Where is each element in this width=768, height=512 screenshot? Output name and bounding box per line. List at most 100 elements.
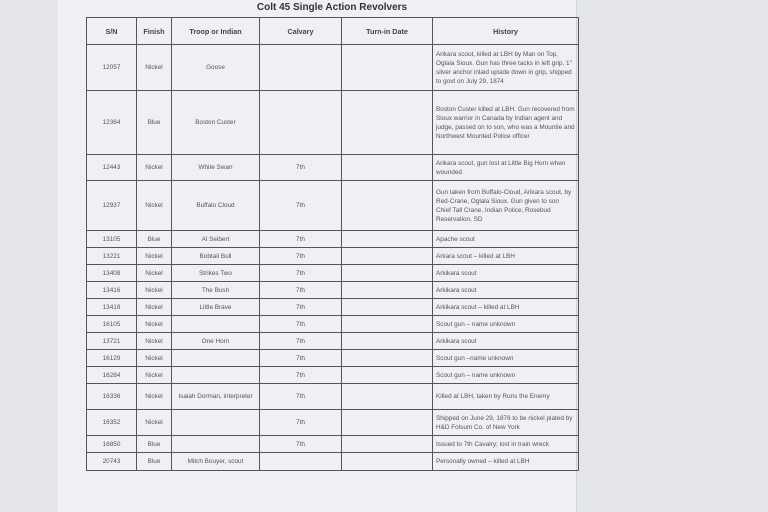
cell-turnin (341, 315, 433, 333)
column-header: History (432, 17, 579, 45)
cell-finish: Nickel (136, 281, 172, 299)
cell-sn: 12443 (86, 154, 137, 181)
cell-finish: Nickel (136, 154, 172, 181)
cell-troop: Goose (171, 44, 260, 91)
cell-turnin (341, 435, 433, 453)
cell-turnin (341, 90, 433, 155)
cell-finish: Nickel (136, 409, 172, 436)
cell-finish: Nickel (136, 180, 172, 231)
cell-calvary: 7th (259, 332, 342, 350)
cell-sn: 16105 (86, 315, 137, 333)
cell-turnin (341, 332, 433, 350)
cell-troop (171, 409, 260, 436)
cell-sn: 16284 (86, 366, 137, 384)
cell-history: Boston Custer killed at LBH. Gun recover… (432, 90, 579, 155)
cell-finish: Nickel (136, 349, 172, 367)
cell-calvary: 7th (259, 383, 342, 410)
cell-sn: 13418 (86, 298, 137, 316)
cell-turnin (341, 281, 433, 299)
cell-history: Arikara scout, gun lost at Little Big Ho… (432, 154, 579, 181)
table-row: 16336 Nickel Isaiah Dorman, interpreter 7th… (86, 383, 579, 410)
table-header: S/N Finish Troop or Indian Calvary Turn-in D… (86, 17, 579, 45)
cell-calvary: 7th (259, 409, 342, 436)
cell-sn: 13408 (86, 264, 137, 282)
cell-history: Arkikara scout (432, 264, 579, 282)
cell-calvary: 7th (259, 230, 342, 248)
cell-troop: Boston Custer (171, 90, 260, 155)
document-title: Colt 45 Single Action Revolvers (256, 2, 408, 13)
table-row: 13105 Blue Al Seibert 7th Apache scout (86, 230, 579, 248)
column-header: Calvary (259, 17, 342, 45)
cell-troop (171, 366, 260, 384)
table-row: 13221 Nickel Bobtail Bull 7th Arkara scout –… (86, 247, 579, 265)
cell-history: Apache scout (432, 230, 579, 248)
cell-troop (171, 349, 260, 367)
cell-history: Arikara scout, killed at LBH by Man on T… (432, 44, 579, 91)
cell-calvary: 7th (259, 315, 342, 333)
cell-calvary (259, 90, 342, 155)
cell-sn: 16129 (86, 349, 137, 367)
cell-troop: Strikes Two (171, 264, 260, 282)
table-row: 16284 Nickel 7th Scout gun – name unknown (86, 366, 579, 384)
cell-history: Scout gun – name unknown (432, 366, 579, 384)
cell-turnin (341, 44, 433, 91)
cell-history: Arkikara scout (432, 332, 579, 350)
cell-finish: Blue (136, 90, 172, 155)
cell-troop: Little Brave (171, 298, 260, 316)
table-row: 13416 Nickel The Bush 7th Arkikara scout (86, 281, 579, 299)
cell-history: Killed at LBH, taken by Runs the Enemy (432, 383, 579, 410)
cell-history: Arkara scout – killed at LBH (432, 247, 579, 265)
cell-history: Arkikara scout – killed at LBH (432, 298, 579, 316)
cell-sn: 16850 (86, 435, 137, 453)
cell-troop: Bobtail Bull (171, 247, 260, 265)
table-row: 20743 Blue Mitch Bouyer, scout Personally o… (86, 452, 579, 471)
column-header: S/N (86, 17, 137, 45)
cell-history: Shipped on June 29, 1876 to be nickel pl… (432, 409, 579, 436)
cell-finish: Nickel (136, 298, 172, 316)
cell-finish: Blue (136, 452, 172, 471)
table-row: 12937 Nickel Buffalo Cloud 7th Gun taken fro… (86, 180, 579, 231)
cell-turnin (341, 230, 433, 248)
cell-troop: Al Seibert (171, 230, 260, 248)
column-header: Finish (136, 17, 172, 45)
cell-finish: Nickel (136, 247, 172, 265)
cell-finish: Nickel (136, 44, 172, 91)
cell-calvary: 7th (259, 264, 342, 282)
table-row: 16129 Nickel 7th Scout gun –name unknown (86, 349, 579, 367)
cell-turnin (341, 409, 433, 436)
cell-calvary: 7th (259, 366, 342, 384)
cell-turnin (341, 298, 433, 316)
column-header: Turn-in Date (341, 17, 433, 45)
table-row: 12057 Nickel Goose Arikara scout, killed at… (86, 44, 579, 91)
cell-sn: 12057 (86, 44, 137, 91)
cell-sn: 20743 (86, 452, 137, 471)
cell-calvary: 7th (259, 154, 342, 181)
cell-troop: White Swan (171, 154, 260, 181)
cell-turnin (341, 247, 433, 265)
cell-sn: 13105 (86, 230, 137, 248)
cell-history: Personally owned – killed at LBH (432, 452, 579, 471)
cell-history: Arkikara scout (432, 281, 579, 299)
cell-turnin (341, 180, 433, 231)
cell-sn: 13416 (86, 281, 137, 299)
cell-sn: 13221 (86, 247, 137, 265)
cell-history: Issued to 7th Cavalry; lost in train wre… (432, 435, 579, 453)
revolver-table: S/N Finish Troop or Indian Calvary Turn-in D… (86, 17, 579, 471)
cell-history: Gun taken from Buffalo-Cloud, Arikara sc… (432, 180, 579, 231)
cell-history: Scout gun – name unknown (432, 315, 579, 333)
cell-turnin (341, 452, 433, 471)
cell-troop (171, 315, 260, 333)
cell-troop (171, 435, 260, 453)
cell-sn: 12364 (86, 90, 137, 155)
cell-calvary: 7th (259, 281, 342, 299)
table-row: 16352 Nickel 7th Shipped on June 29, 1876 t… (86, 409, 579, 436)
table-row: 12443 Nickel White Swan 7th Arikara scout, g… (86, 154, 579, 181)
cell-troop: Mitch Bouyer, scout (171, 452, 260, 471)
cell-turnin (341, 366, 433, 384)
cell-finish: Nickel (136, 264, 172, 282)
cell-turnin (341, 383, 433, 410)
cell-calvary: 7th (259, 435, 342, 453)
cell-calvary (259, 44, 342, 91)
column-header: Troop or Indian (171, 17, 260, 45)
cell-calvary: 7th (259, 247, 342, 265)
